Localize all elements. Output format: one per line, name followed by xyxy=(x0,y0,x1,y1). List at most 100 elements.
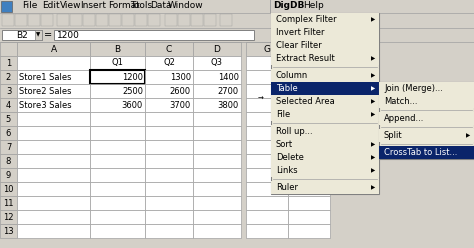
Bar xyxy=(90,126,145,140)
Bar xyxy=(17,140,90,154)
Text: 2500: 2500 xyxy=(122,87,143,95)
Bar xyxy=(193,182,241,196)
Text: Store1 Sales: Store1 Sales xyxy=(19,72,72,82)
Bar xyxy=(17,84,90,98)
Bar xyxy=(379,82,474,159)
Bar xyxy=(0,168,17,182)
Bar xyxy=(193,154,241,168)
Text: Window: Window xyxy=(168,1,204,10)
Bar xyxy=(379,112,474,125)
Bar xyxy=(90,196,145,210)
Bar xyxy=(246,84,288,98)
Bar xyxy=(17,70,90,84)
Bar xyxy=(145,210,193,224)
Bar xyxy=(0,98,17,112)
Text: 6: 6 xyxy=(6,128,11,137)
Bar xyxy=(145,112,193,126)
Bar xyxy=(288,168,330,182)
Bar xyxy=(246,196,288,210)
Text: Store2 Sales: Store2 Sales xyxy=(19,87,72,95)
Bar xyxy=(2,14,14,26)
Text: 1: 1 xyxy=(6,59,11,67)
Bar xyxy=(379,146,474,159)
Bar xyxy=(135,14,147,26)
Bar xyxy=(145,154,193,168)
Text: =: = xyxy=(44,30,52,40)
Bar xyxy=(17,182,90,196)
Text: Append...: Append... xyxy=(384,114,424,123)
Bar xyxy=(90,112,145,126)
Bar xyxy=(193,98,241,112)
Bar xyxy=(145,84,193,98)
Bar xyxy=(165,14,177,26)
Text: ▶: ▶ xyxy=(371,168,375,173)
Bar xyxy=(271,13,379,26)
Bar xyxy=(288,224,330,238)
Bar xyxy=(271,69,379,82)
Bar xyxy=(145,182,193,196)
Text: Sort: Sort xyxy=(276,140,293,149)
Bar xyxy=(288,70,330,84)
Bar xyxy=(109,14,121,26)
Bar xyxy=(220,14,232,26)
Bar xyxy=(2,30,42,40)
Text: ▶: ▶ xyxy=(371,86,375,91)
Text: ▶: ▶ xyxy=(371,112,375,117)
Bar xyxy=(90,70,145,84)
Text: Extract Result: Extract Result xyxy=(276,54,335,63)
Bar xyxy=(193,42,241,56)
Text: File: File xyxy=(276,110,290,119)
Bar xyxy=(178,14,190,26)
Bar xyxy=(328,14,340,26)
Bar xyxy=(379,82,474,95)
Text: ▶: ▶ xyxy=(371,73,375,78)
Text: Delete: Delete xyxy=(276,153,304,162)
Bar xyxy=(193,210,241,224)
Text: Roll up...: Roll up... xyxy=(276,127,313,136)
Text: 11: 11 xyxy=(3,198,14,208)
Bar xyxy=(90,224,145,238)
Text: →: → xyxy=(258,95,264,101)
Bar xyxy=(0,224,17,238)
Bar xyxy=(145,42,193,56)
Bar xyxy=(90,98,145,112)
Bar xyxy=(0,70,17,84)
Bar xyxy=(288,56,330,70)
Bar xyxy=(271,151,379,164)
Text: Q3: Q3 xyxy=(211,59,223,67)
Bar xyxy=(341,14,353,26)
Bar xyxy=(193,140,241,154)
Text: Column: Column xyxy=(276,71,308,80)
Bar xyxy=(28,14,40,26)
Bar xyxy=(288,182,330,196)
Text: ▶: ▶ xyxy=(371,99,375,104)
Text: ▶: ▶ xyxy=(466,133,470,138)
Bar xyxy=(288,154,330,168)
Bar xyxy=(145,224,193,238)
Text: 7: 7 xyxy=(6,143,11,152)
Text: File: File xyxy=(22,1,37,10)
Text: Tools: Tools xyxy=(130,1,152,10)
Bar xyxy=(271,82,379,95)
Bar xyxy=(0,154,17,168)
Bar xyxy=(145,126,193,140)
Bar xyxy=(0,28,474,42)
Bar xyxy=(96,14,108,26)
Bar xyxy=(35,30,42,40)
Bar xyxy=(193,224,241,238)
Text: CrossTab to List...: CrossTab to List... xyxy=(384,148,457,157)
Bar xyxy=(285,14,297,26)
Bar xyxy=(17,112,90,126)
Bar xyxy=(41,14,53,26)
Bar xyxy=(83,14,95,26)
Text: Q2: Q2 xyxy=(163,59,175,67)
Bar xyxy=(246,210,288,224)
Text: 5: 5 xyxy=(6,115,11,124)
Bar xyxy=(288,210,330,224)
Text: 13: 13 xyxy=(3,226,14,236)
Text: H: H xyxy=(306,44,312,54)
Text: 12: 12 xyxy=(3,213,14,221)
Bar xyxy=(15,14,27,26)
Text: Ruler: Ruler xyxy=(276,183,298,192)
Bar xyxy=(0,196,17,210)
